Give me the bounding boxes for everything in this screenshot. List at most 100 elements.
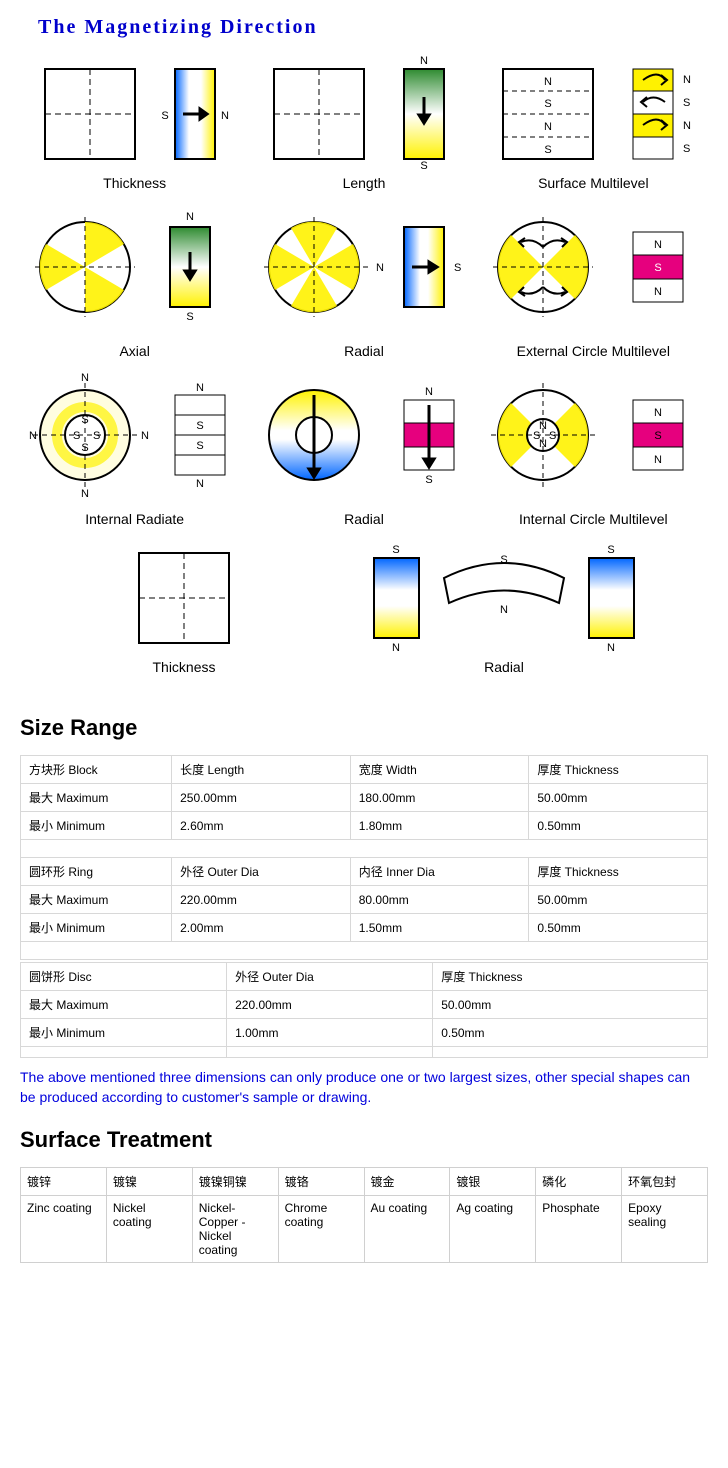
cell: 0.50mm <box>433 1019 708 1047</box>
cell: 方块形 Block <box>21 756 172 784</box>
diagram-label: Thickness <box>103 175 166 191</box>
svg-text:N: N <box>186 211 194 223</box>
cell: 50.00mm <box>529 886 708 914</box>
cell: 厚度 Thickness <box>433 963 708 991</box>
cell: 镀铬 <box>278 1168 364 1196</box>
ext-circle-svg: N S N <box>483 197 703 337</box>
surface-table: 镀锌 镀镍 镀镍铜镍 镀铬 镀金 镀银 磷化 环氧包封 Zinc coating… <box>20 1167 708 1263</box>
length-svg: N S <box>254 49 474 169</box>
table-row: Zinc coating Nickel coating Nickel-Coppe… <box>21 1196 708 1263</box>
svg-text:S: S <box>500 554 507 566</box>
table-row: 圆饼形 Disc 外径 Outer Dia 厚度 Thickness <box>21 963 708 991</box>
diagram-label: External Circle Multilevel <box>517 343 670 359</box>
svg-text:S: S <box>683 97 690 109</box>
cell: 50.00mm <box>433 991 708 1019</box>
cell: 圆环形 Ring <box>21 858 172 886</box>
cell: 0.50mm <box>529 914 708 942</box>
table-row: 圆环形 Ring 外径 Outer Dia 内径 Inner Dia 厚度 Th… <box>21 858 708 886</box>
svg-text:N: N <box>81 488 89 500</box>
cell: 1.80mm <box>350 812 529 840</box>
svg-text:S: S <box>425 474 432 486</box>
diagram-label: Radial <box>484 659 524 675</box>
cell: 1.00mm <box>227 1019 433 1047</box>
cell: 最大 Maximum <box>21 991 227 1019</box>
diagram-label: Thickness <box>152 659 215 675</box>
cell: 最大 Maximum <box>21 784 172 812</box>
cell: 50.00mm <box>529 784 708 812</box>
svg-text:N: N <box>196 478 204 490</box>
svg-text:N: N <box>544 76 552 88</box>
svg-text:S: S <box>420 160 427 169</box>
cell: 0.50mm <box>529 812 708 840</box>
svg-text:N: N <box>425 386 433 398</box>
diagram-length: N S Length <box>254 49 474 191</box>
cell: Ag coating <box>450 1196 536 1263</box>
cell: Chrome coating <box>278 1196 364 1263</box>
size-range-table: 方块形 Block 长度 Length 宽度 Width 厚度 Thicknes… <box>20 755 708 960</box>
radial-disc-svg: N S <box>254 197 474 337</box>
svg-text:S: S <box>81 442 88 454</box>
svg-text:S: S <box>392 544 399 556</box>
diagram-radial-arc: S N S N S N Radial <box>354 533 654 675</box>
diagram-label: Internal Circle Multilevel <box>519 511 668 527</box>
cell: 厚度 Thickness <box>529 858 708 886</box>
cell: Epoxy sealing <box>622 1196 708 1263</box>
table-row: 最大 Maximum 250.00mm 180.00mm 50.00mm <box>21 784 708 812</box>
diagram-label: Radial <box>344 343 384 359</box>
cell: 最大 Maximum <box>21 886 172 914</box>
radial-ring-svg: N S <box>254 365 474 505</box>
diagram-label: Length <box>343 175 386 191</box>
svg-text:N: N <box>420 55 428 67</box>
cell: 最小 Minimum <box>21 1019 227 1047</box>
table-row <box>21 1047 708 1058</box>
cell: 80.00mm <box>350 886 529 914</box>
diagram-thickness-arc: Thickness <box>74 533 294 675</box>
table-row: 方块形 Block 长度 Length 宽度 Width 厚度 Thicknes… <box>21 756 708 784</box>
cell: Zinc coating <box>21 1196 107 1263</box>
svg-text:S: S <box>73 430 80 442</box>
cell: Nickel coating <box>106 1196 192 1263</box>
diagram-surface-multilevel: N S N S N S N S Surface Multilevel <box>483 49 703 191</box>
diagram-grid: S N Thickness N S <box>20 49 708 675</box>
int-circle-svg: N N S S N S N <box>483 365 703 505</box>
diagram-radial-ring: N S Radial <box>254 365 474 527</box>
axial-svg: N S <box>25 197 245 337</box>
svg-text:S: S <box>454 262 461 274</box>
svg-text:S: S <box>549 430 556 442</box>
diagram-axial: N S Axial <box>25 197 245 359</box>
svg-text:S: S <box>186 311 193 323</box>
svg-text:N: N <box>544 121 552 133</box>
diagram-radial-disc: N S Radial <box>254 197 474 359</box>
cell: Nickel-Copper -Nickel coating <box>192 1196 278 1263</box>
cell: 外径 Outer Dia <box>227 963 433 991</box>
cell: 250.00mm <box>172 784 351 812</box>
cell: 镀锌 <box>21 1168 107 1196</box>
cell: 2.60mm <box>172 812 351 840</box>
size-range-table-disc: 圆饼形 Disc 外径 Outer Dia 厚度 Thickness 最大 Ma… <box>20 962 708 1058</box>
cell: 内径 Inner Dia <box>350 858 529 886</box>
svg-text:S: S <box>196 420 203 432</box>
table-row: 最小 Minimum 1.00mm 0.50mm <box>21 1019 708 1047</box>
cell: 最小 Minimum <box>21 914 172 942</box>
diagram-int-circle-multi: N N S S N S N Internal Circle Multilevel <box>483 365 703 527</box>
size-note: The above mentioned three dimensions can… <box>20 1068 708 1107</box>
svg-text:N: N <box>500 604 508 616</box>
svg-text:S: S <box>533 430 540 442</box>
cell: 长度 Length <box>172 756 351 784</box>
svg-text:N: N <box>29 430 37 442</box>
svg-text:N: N <box>654 286 662 298</box>
svg-text:S: S <box>81 414 88 426</box>
cell: 220.00mm <box>172 886 351 914</box>
cell: 镀金 <box>364 1168 450 1196</box>
diagram-label: Internal Radiate <box>85 511 184 527</box>
cell: 镀镍铜镍 <box>192 1168 278 1196</box>
svg-text:N: N <box>683 120 691 132</box>
diagram-label: Surface Multilevel <box>538 175 649 191</box>
svg-text:N: N <box>392 642 400 653</box>
svg-text:S: S <box>545 144 552 156</box>
svg-text:N: N <box>654 407 662 419</box>
svg-text:N: N <box>683 74 691 86</box>
svg-text:N: N <box>196 382 204 394</box>
table-row: 最大 Maximum 220.00mm 80.00mm 50.00mm <box>21 886 708 914</box>
radial-arc-svg: S N S N S N <box>354 533 654 653</box>
